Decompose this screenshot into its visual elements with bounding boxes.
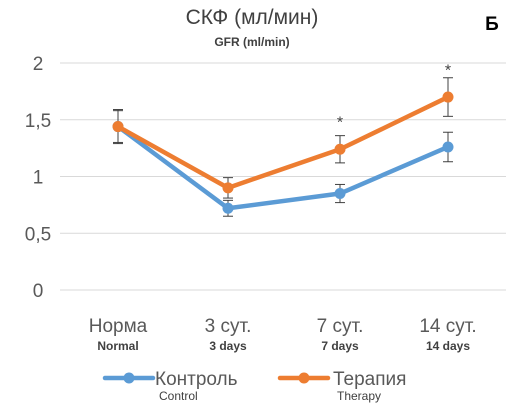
legend-label: Контроль	[155, 369, 238, 390]
y-tick-label: 0,5	[25, 224, 51, 245]
x-tick-label-en: 7 days	[321, 339, 359, 353]
data-point	[222, 202, 234, 214]
data-point	[442, 91, 454, 103]
x-tick-label-en: 14 days	[426, 339, 470, 353]
y-tick-label: 2	[33, 54, 44, 75]
x-tick-label-en: 3 days	[209, 339, 247, 353]
x-tick-label: 7 сут.	[317, 316, 364, 337]
legend-marker	[298, 372, 310, 384]
y-axis-ticks: 0 0,5 1 1,5 2	[25, 54, 51, 302]
data-point	[334, 188, 346, 200]
gridlines	[60, 62, 506, 291]
series-control	[112, 110, 454, 217]
x-tick-label: Норма	[89, 316, 148, 337]
x-tick-label: 14 сут.	[419, 316, 476, 337]
legend-marker	[123, 372, 135, 384]
significance-marker: *	[445, 62, 451, 79]
legend-label: Терапия	[333, 369, 406, 390]
x-tick-label: 3 сут.	[205, 316, 252, 337]
x-tick-label-en: Normal	[97, 339, 138, 353]
series-therapy	[112, 77, 454, 199]
data-point	[334, 143, 346, 155]
panel-letter: Б	[485, 14, 499, 35]
y-tick-label: 0	[33, 281, 44, 302]
data-point	[112, 121, 124, 133]
series-line	[115, 124, 451, 211]
y-tick-label: 1,5	[25, 111, 51, 132]
chart-title: СКФ (мл/мин)	[186, 6, 319, 29]
series-layer	[112, 77, 454, 217]
x-axis-ticks: Норма Normal 3 сут. 3 days 7 сут. 7 days 14 су…	[89, 316, 477, 353]
series-line	[115, 94, 451, 191]
y-tick-label: 1	[33, 168, 44, 189]
chart-subtitle: GFR (ml/min)	[214, 35, 289, 49]
data-point	[442, 141, 454, 153]
data-point	[222, 182, 234, 194]
legend-label-en: Control	[159, 389, 198, 403]
annotations: **	[337, 62, 451, 131]
legend-label-en: Therapy	[337, 389, 381, 403]
significance-marker: *	[337, 114, 343, 131]
